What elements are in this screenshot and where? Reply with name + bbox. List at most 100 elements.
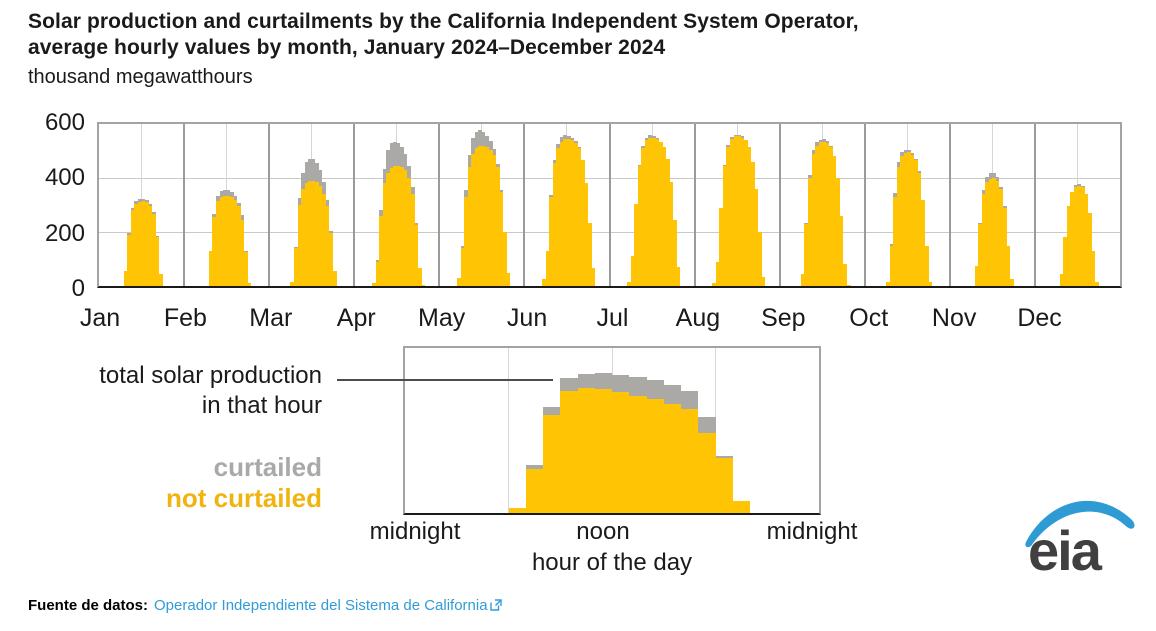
not-curtailed-segment: [629, 396, 647, 513]
not-curtailed-segment: [233, 200, 238, 286]
hour-bar-Jun-7: [549, 124, 553, 286]
eia-logo-text: eia: [1028, 519, 1103, 578]
not-curtailed-segment: [641, 148, 645, 286]
curtailed-segment: [410, 187, 415, 195]
not-curtailed-segment: [815, 145, 819, 286]
not-curtailed-segment: [418, 268, 422, 286]
not-curtailed-segment: [662, 146, 667, 286]
not-curtailed-segment: [981, 194, 986, 286]
not-curtailed-segment: [421, 284, 426, 286]
not-curtailed-segment: [123, 271, 128, 286]
curtailed-segment: [141, 198, 146, 201]
hour-bar-inset-8: [543, 348, 561, 513]
inset-xtick-noon: noon: [576, 518, 630, 545]
inset-gridline: [715, 348, 716, 513]
hour-bar-Sep-13: [825, 124, 830, 286]
hour-bar-Jun-17: [584, 124, 589, 286]
not-curtailed-segment: [474, 148, 479, 286]
curtailed-segment: [594, 373, 612, 390]
not-curtailed-segment: [478, 145, 482, 286]
not-curtailed-segment: [329, 233, 333, 286]
curtailed-segment: [560, 378, 578, 391]
x-tick-label-Sep: Sep: [761, 304, 806, 332]
hour-bar-Feb-13: [230, 124, 234, 286]
curtailed-segment: [240, 215, 245, 220]
not-curtailed-segment: [393, 165, 397, 286]
curtailed-segment: [301, 172, 305, 189]
eia-logo-swoosh: [1025, 500, 1135, 548]
curtailed-segment: [811, 150, 816, 154]
not-curtailed-segment: [648, 137, 653, 286]
curtailed-segment: [233, 196, 238, 201]
hour-bar-Aug-12: [737, 124, 741, 286]
hour-bar-Jun-12: [566, 124, 571, 286]
month-group-Sep: [780, 124, 865, 286]
not-curtailed-segment: [847, 284, 851, 286]
curtailed-segment: [460, 245, 465, 249]
not-curtailed-segment: [1080, 187, 1085, 286]
hour-bar-Oct-14: [914, 124, 918, 286]
curtailed-segment: [722, 164, 727, 166]
not-curtailed-segment: [655, 138, 660, 286]
not-curtailed-segment: [1066, 206, 1071, 286]
x-axis-month-labels: Jan Feb Mar Apr May Jun Jul Aug Sep Oct Nov Dec: [80, 304, 1122, 338]
hour-bar-Mar-17: [329, 124, 333, 286]
not-curtailed-segment: [1010, 279, 1014, 286]
hour-bar-Jul-8: [637, 124, 642, 286]
not-curtailed-segment: [226, 195, 231, 286]
hour-bar-inset-15: [663, 348, 681, 513]
hour-bar-May-18: [503, 124, 507, 286]
hour-bar-Aug-17: [754, 124, 759, 286]
source-link[interactable]: Operador Independiente del Sistema de Ca…: [154, 597, 488, 614]
not-curtailed-segment: [559, 141, 564, 286]
hour-bar-inset-2: [440, 348, 457, 513]
hour-bar-Jul-5: [627, 124, 631, 286]
not-curtailed-segment: [556, 148, 560, 286]
not-curtailed-segment: [733, 136, 738, 286]
not-curtailed-segment: [130, 210, 135, 286]
curtailed-segment: [414, 222, 419, 226]
not-curtailed-segment: [594, 389, 612, 513]
hour-bar-Oct-10: [900, 124, 904, 286]
curtailed-segment: [914, 158, 918, 161]
not-curtailed-segment: [464, 196, 468, 286]
curtailed-segment: [304, 162, 309, 184]
hour-bar-Jul-10: [644, 124, 649, 286]
not-curtailed-segment: [896, 167, 901, 286]
x-tick-label-Jan: Jan: [79, 304, 121, 332]
curtailed-segment: [815, 142, 819, 146]
month-group-Feb: [184, 124, 269, 286]
hour-bar-Sep-7: [804, 124, 808, 286]
curtailed-segment: [577, 374, 595, 388]
x-tick-label-Nov: Nov: [931, 304, 977, 332]
not-curtailed-segment: [581, 160, 585, 286]
not-curtailed-segment: [910, 155, 915, 286]
not-curtailed-segment: [414, 225, 419, 286]
curtailed-segment: [145, 200, 149, 203]
curtailed-segment: [325, 199, 330, 207]
legend-not-curtailed-label: not curtailed: [165, 483, 322, 513]
hour-bar-Apr-14: [403, 124, 408, 286]
hour-bar-Aug-14: [744, 124, 748, 286]
not-curtailed-segment: [460, 248, 465, 286]
gridline-month-boundary: [268, 124, 271, 286]
not-curtailed-segment: [843, 264, 848, 286]
hour-bar-Feb-8: [212, 124, 216, 286]
hour-bar-Nov-16: [1006, 124, 1011, 286]
not-curtailed-segment: [928, 281, 933, 286]
hour-bar-Jun-14: [574, 124, 578, 286]
hour-bar-Oct-15: [917, 124, 922, 286]
not-curtailed-segment: [318, 186, 323, 286]
hour-bar-Sep-6: [800, 124, 805, 286]
not-curtailed-segment: [545, 250, 550, 286]
curtailed-segment: [212, 214, 216, 218]
hour-bar-Feb-10: [219, 124, 224, 286]
not-curtailed-segment: [822, 141, 826, 286]
hour-bar-Apr-8: [382, 124, 387, 286]
hour-bar-Jul-18: [673, 124, 677, 286]
curtailed-segment: [648, 135, 653, 138]
not-curtailed-segment: [481, 145, 486, 286]
curtailed-segment: [226, 190, 231, 196]
month-group-Nov: [950, 124, 1035, 286]
